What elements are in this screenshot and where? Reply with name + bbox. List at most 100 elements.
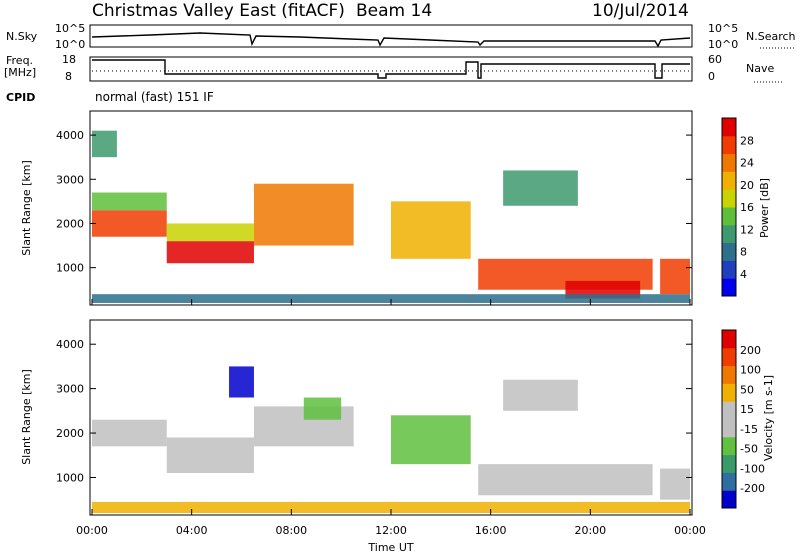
colorbar-tick-2: 50 bbox=[740, 383, 754, 396]
colorbar-tick-1: 8 bbox=[740, 246, 747, 259]
heatmap-band-11 bbox=[92, 294, 690, 303]
colorbar-frame bbox=[721, 329, 737, 509]
freq-tick-top: 18 bbox=[62, 53, 76, 66]
colorbar-tick-6: -100 bbox=[740, 462, 765, 475]
heatmap-band-5 bbox=[391, 415, 471, 465]
colorbar-frame bbox=[721, 117, 737, 297]
colorbar-swatch-3 bbox=[722, 224, 736, 244]
heatmap-band-0 bbox=[92, 419, 167, 447]
x-tick-label-1: 04:00 bbox=[176, 524, 208, 537]
heatmap-band-4 bbox=[166, 223, 254, 242]
colorbar-tick-6: 28 bbox=[740, 134, 754, 147]
colorbar-swatch-0 bbox=[722, 490, 736, 509]
y-tick-label-3: 4000 bbox=[56, 338, 84, 351]
beam-label: Beam 14 bbox=[356, 1, 432, 21]
freq-panel: Freq. [MHz] 18 8 60 0 Nave CPID normal (… bbox=[4, 53, 782, 104]
heatmap-band-7 bbox=[503, 379, 578, 411]
power-panel: 1000 2000 3000 4000 Slant Range [km] 4 8 12 16… bbox=[20, 110, 771, 306]
nsearch-label: N.Search bbox=[746, 30, 796, 43]
heatmap-band-6 bbox=[391, 201, 471, 259]
power-heatmap-cells bbox=[92, 130, 690, 303]
cpid-label: CPID bbox=[6, 91, 35, 104]
colorbar-swatch-7 bbox=[722, 153, 736, 172]
nsky-label: N.Sky bbox=[6, 30, 38, 43]
power-colorbar-label: Power [dB] bbox=[758, 178, 771, 238]
freq-label-2: [MHz] bbox=[4, 66, 36, 79]
x-tick-label-0: 00:00 bbox=[76, 524, 108, 537]
x-tick-label-6: 00:00 bbox=[674, 524, 706, 537]
nsky-frame bbox=[89, 24, 693, 48]
colorbar-tick-1: 100 bbox=[740, 364, 761, 377]
colorbar-tick-2: 12 bbox=[740, 223, 754, 236]
heatmap-band-10 bbox=[660, 258, 690, 295]
colorbar-swatch-4 bbox=[722, 207, 736, 226]
velocity-panel: 1000 2000 3000 4000 Slant Range [km] 200 100… bbox=[20, 299, 775, 554]
x-tick-label-2: 08:00 bbox=[275, 524, 307, 537]
velocity-ylabel: Slant Range [km] bbox=[20, 369, 33, 465]
y-tick-label-1: 2000 bbox=[56, 427, 84, 440]
freq-label-1: Freq. bbox=[6, 54, 33, 67]
nave-tick-top: 60 bbox=[708, 53, 722, 66]
colorbar-tick-3: 15 bbox=[740, 403, 754, 416]
power-yticks: 1000 2000 3000 4000 bbox=[56, 129, 692, 275]
colorbar-swatch-3 bbox=[722, 436, 736, 456]
y-tick-label-3: 4000 bbox=[56, 129, 84, 142]
date-label: 10/Jul/2014 bbox=[592, 1, 689, 21]
y-tick-label-0: 1000 bbox=[56, 262, 84, 275]
colorbar-swatch-6 bbox=[722, 383, 736, 402]
nsky-trace bbox=[91, 32, 691, 48]
colorbar-swatch-1 bbox=[722, 260, 736, 279]
y-tick-label-2: 3000 bbox=[56, 173, 84, 186]
colorbar-swatch-9 bbox=[722, 118, 736, 137]
velocity-colorbar-label: Velocity [m s-1] bbox=[762, 375, 775, 461]
colorbar-swatch-5 bbox=[722, 189, 736, 208]
nsky-tick-bottom: 10^0 bbox=[55, 38, 85, 51]
freq-trace bbox=[92, 59, 690, 79]
nsearch-tick-bottom: 10^0 bbox=[708, 38, 738, 51]
colorbar-tick-7: -200 bbox=[740, 482, 765, 495]
colorbar-swatch-1 bbox=[722, 472, 736, 491]
x-axis-ticks: 00:00 04:00 08:00 12:00 16:00 20:00 00:00 bbox=[76, 299, 706, 537]
velocity-heatmap-cells bbox=[92, 366, 690, 513]
colorbar-swatch-7 bbox=[722, 365, 736, 384]
freq-tick-bottom: 8 bbox=[65, 70, 72, 83]
colorbar-tick-0: 4 bbox=[740, 268, 747, 281]
heatmap-band-1 bbox=[166, 437, 254, 474]
colorbar-tick-5: 24 bbox=[740, 157, 754, 170]
heatmap-band-5 bbox=[253, 183, 354, 246]
x-tick-label-4: 16:00 bbox=[475, 524, 507, 537]
colorbar-swatch-4 bbox=[722, 419, 736, 438]
freq-frame bbox=[89, 56, 693, 82]
colorbar-swatch-6 bbox=[722, 171, 736, 190]
colorbar-swatch-2 bbox=[722, 242, 736, 261]
x-tick-label-3: 12:00 bbox=[375, 524, 407, 537]
colorbar-tick-5: -50 bbox=[740, 443, 758, 456]
heatmap-band-8 bbox=[660, 468, 690, 500]
plot-title: Christmas Valley East (fitACF) bbox=[92, 1, 345, 21]
cpid-value: normal (fast) 151 IF bbox=[95, 90, 214, 104]
heatmap-band-1 bbox=[92, 192, 167, 211]
velocity-yticks: 1000 2000 3000 4000 bbox=[56, 338, 692, 484]
x-tick-label-5: 20:00 bbox=[574, 524, 606, 537]
y-tick-label-1: 2000 bbox=[56, 217, 84, 230]
heatmap-band-2 bbox=[92, 130, 117, 158]
heatmap-band-3 bbox=[166, 241, 254, 264]
colorbar-swatch-2 bbox=[722, 454, 736, 473]
colorbar-tick-3: 16 bbox=[740, 201, 754, 214]
colorbar-swatch-5 bbox=[722, 401, 736, 420]
y-tick-label-0: 1000 bbox=[56, 471, 84, 484]
heatmap-band-0 bbox=[92, 210, 167, 237]
heatmap-band-9 bbox=[92, 501, 690, 513]
power-ylabel: Slant Range [km] bbox=[20, 160, 33, 256]
nsky-tick-top: 10^5 bbox=[55, 22, 85, 35]
colorbar-swatch-0 bbox=[722, 278, 736, 297]
colorbar-tick-4: -15 bbox=[740, 423, 758, 436]
colorbar-tick-0: 200 bbox=[740, 344, 761, 357]
colorbar-swatch-8 bbox=[722, 347, 736, 367]
nsearch-tick-top: 10^5 bbox=[708, 22, 738, 35]
nave-tick-bottom: 0 bbox=[708, 70, 715, 83]
heatmap-band-9 bbox=[503, 170, 578, 206]
heatmap-band-4 bbox=[303, 397, 342, 420]
nsky-panel: N.Sky 10^5 10^0 10^5 10^0 N.Search bbox=[6, 22, 796, 51]
colorbar-tick-4: 20 bbox=[740, 179, 754, 192]
